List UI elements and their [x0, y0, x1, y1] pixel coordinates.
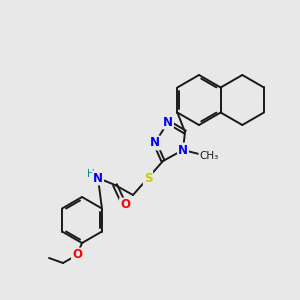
Text: N: N: [150, 136, 160, 149]
Text: O: O: [72, 248, 82, 262]
Text: N: N: [178, 143, 188, 157]
Text: H: H: [87, 169, 95, 179]
Text: S: S: [144, 172, 152, 184]
Text: O: O: [120, 199, 130, 212]
Text: N: N: [163, 116, 173, 128]
Text: N: N: [93, 172, 103, 184]
Text: CH₃: CH₃: [200, 151, 219, 161]
